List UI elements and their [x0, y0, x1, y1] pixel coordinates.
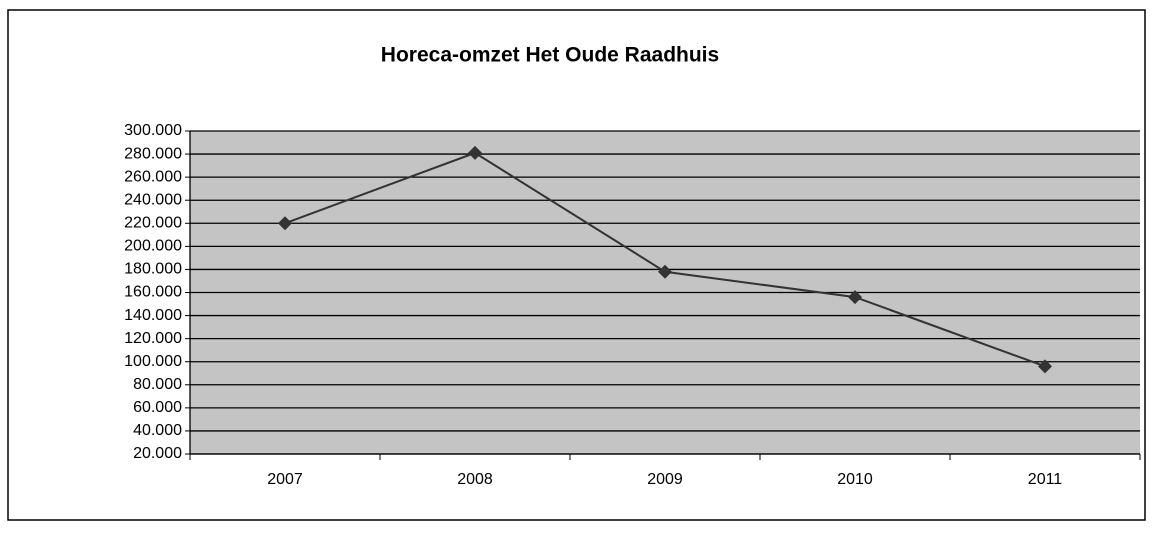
y-tick-label: 180.000 — [124, 261, 182, 278]
data-point — [848, 290, 862, 305]
y-tick-label: 60.000 — [133, 399, 182, 416]
data-point — [1038, 359, 1052, 374]
y-tick-label: 240.000 — [124, 191, 182, 208]
y-tick-label: 120.000 — [124, 330, 182, 347]
y-tick-label: 220.000 — [124, 215, 182, 232]
y-tick-label: 160.000 — [124, 284, 182, 301]
y-tick-label: 40.000 — [133, 422, 182, 439]
y-tick-label: 200.000 — [124, 238, 182, 255]
y-tick-label: 260.000 — [124, 168, 182, 185]
x-tick-label: 2007 — [267, 471, 303, 488]
data-point — [468, 145, 482, 160]
chart-title: Horeca-omzet Het Oude Raadhuis — [381, 44, 719, 67]
y-tick-label: 20.000 — [133, 445, 182, 462]
y-tick-label: 300.000 — [124, 122, 182, 139]
y-tick-label: 100.000 — [124, 353, 182, 370]
data-point — [658, 264, 672, 279]
x-tick-label: 2011 — [1028, 471, 1063, 488]
y-tick-label: 140.000 — [124, 307, 182, 324]
data-point — [278, 216, 292, 231]
x-tick-label: 2009 — [647, 471, 683, 488]
x-tick-label: 2010 — [837, 471, 873, 488]
y-tick-label: 280.000 — [124, 145, 182, 162]
x-tick-label: 2008 — [457, 471, 493, 488]
y-tick-label: 80.000 — [133, 376, 182, 393]
